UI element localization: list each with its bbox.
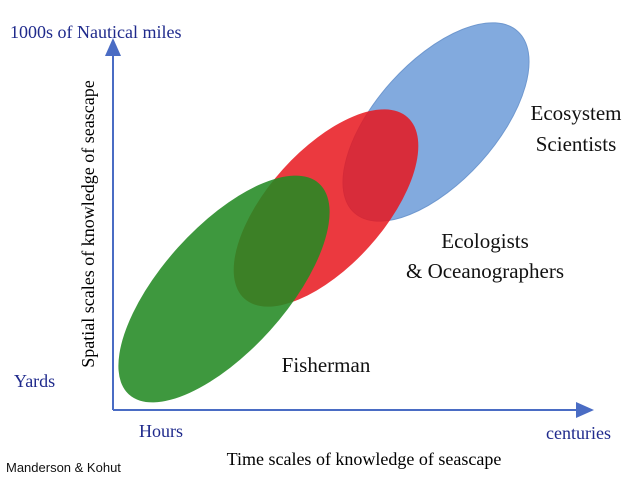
x-axis-title: Time scales of knowledge of seascape [227,449,502,469]
credit: Manderson & Kohut [6,460,121,475]
group-label-line: Scientists [536,132,617,156]
y-top-label: 1000s of Nautical miles [10,22,181,42]
group-label-line: & Oceanographers [406,259,564,283]
group-label-line: Fisherman [282,353,371,377]
x-left-label: Hours [139,421,183,441]
group-label-line: Ecosystem [531,101,622,125]
y-bottom-label: Yards [14,371,55,391]
y-axis-title: Spatial scales of knowledge of seascape [78,80,98,367]
x-right-label: centuries [546,423,611,443]
fisherman-ellipse [118,175,330,403]
group-label-line: Ecologists [441,229,529,253]
